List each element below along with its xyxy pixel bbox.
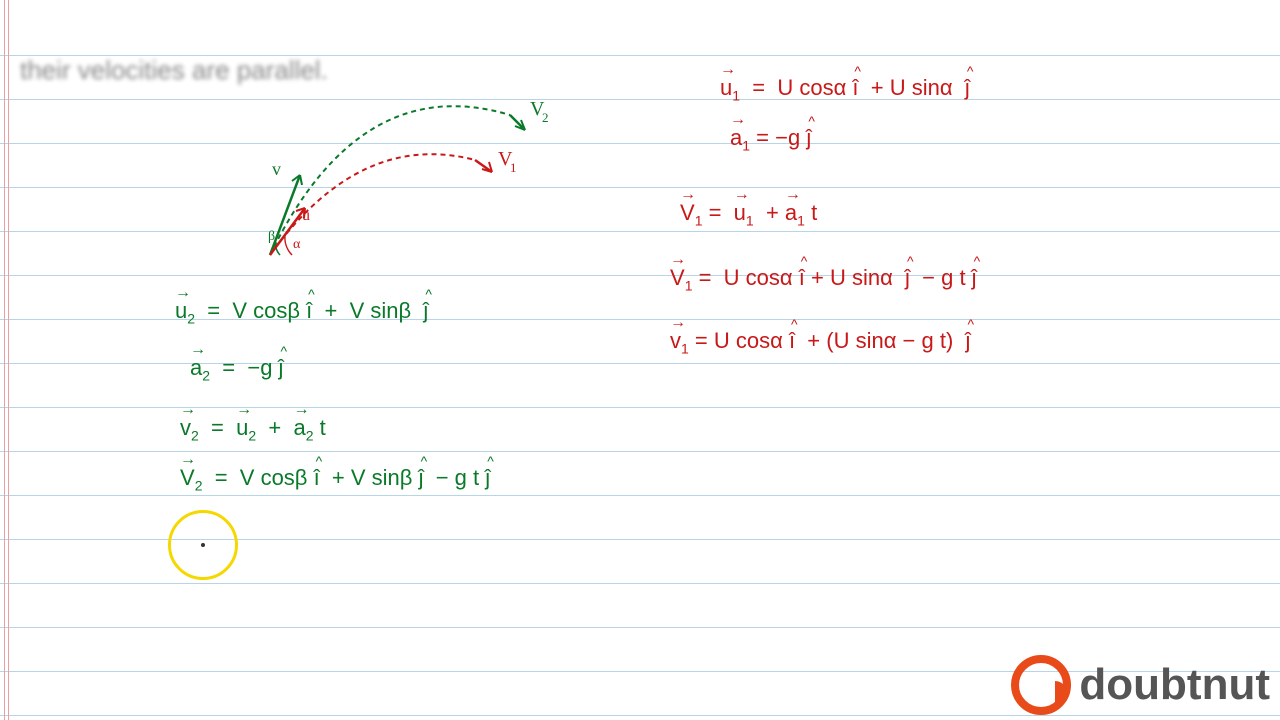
- eq-v1-final: v1 = U cosα î + (U sinα − g t) ĵ: [670, 328, 970, 356]
- eq-a2: a2 = −g ĵ: [190, 355, 283, 383]
- eq-v1-formula: V1 = u1 + a1 t: [680, 200, 817, 228]
- eq-v1-expanded: V1 = U cosα î + U sinα ĵ − g t ĵ: [670, 265, 977, 293]
- eq-v2-formula: v2 = u2 + a2 t: [180, 415, 326, 443]
- projectile-diagram: V 2 v β V 1 u α: [230, 80, 580, 280]
- svg-text:2: 2: [542, 110, 549, 125]
- logo: doubtnut: [1011, 655, 1270, 715]
- svg-text:1: 1: [510, 160, 517, 175]
- margin-line-left: [4, 0, 5, 720]
- eq-u1: u1 = U cosα î + U sinα ĵ: [720, 75, 970, 103]
- eq-v2-expanded: V2 = V cosβ î + V sinβ ĵ − g t ĵ: [180, 465, 490, 493]
- logo-text: doubtnut: [1079, 660, 1270, 710]
- logo-icon: [1011, 655, 1071, 715]
- margin-line-left2: [8, 0, 9, 720]
- cursor-dot: [201, 543, 205, 547]
- eq-u2: u2 = V cosβ î + V sinβ ĵ: [175, 298, 428, 326]
- svg-text:α: α: [293, 237, 301, 252]
- svg-text:v: v: [272, 159, 281, 179]
- eq-a1: a1 = −g ĵ: [730, 125, 811, 153]
- svg-text:u: u: [302, 207, 310, 224]
- svg-text:β: β: [268, 229, 275, 244]
